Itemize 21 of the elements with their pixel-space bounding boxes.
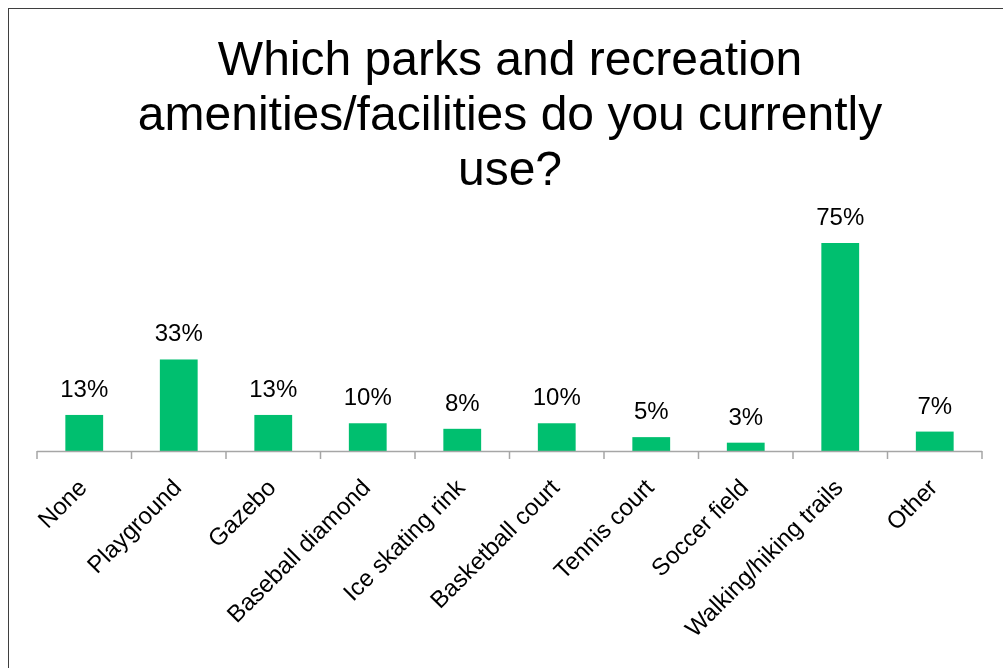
data-label: 13%	[60, 374, 109, 402]
bar	[348, 423, 387, 451]
bar	[443, 428, 482, 451]
bar	[632, 437, 671, 451]
data-label: 13%	[249, 374, 298, 402]
data-label: 33%	[154, 319, 203, 347]
bar	[726, 442, 765, 451]
data-label: 8%	[444, 388, 480, 416]
bar	[159, 359, 198, 451]
data-label: 5%	[633, 397, 669, 425]
data-label: 3%	[728, 402, 764, 430]
data-label: 10%	[343, 383, 392, 411]
data-label: 10%	[532, 383, 581, 411]
bar	[537, 423, 576, 451]
bar	[254, 414, 293, 451]
bar	[65, 414, 104, 451]
bar	[821, 243, 860, 451]
bar	[915, 431, 954, 451]
chart-title: Which parks and recreation amenities/facilities do you currently use?	[137, 32, 883, 195]
data-label: 7%	[917, 391, 953, 419]
data-label: 75%	[816, 203, 865, 230]
